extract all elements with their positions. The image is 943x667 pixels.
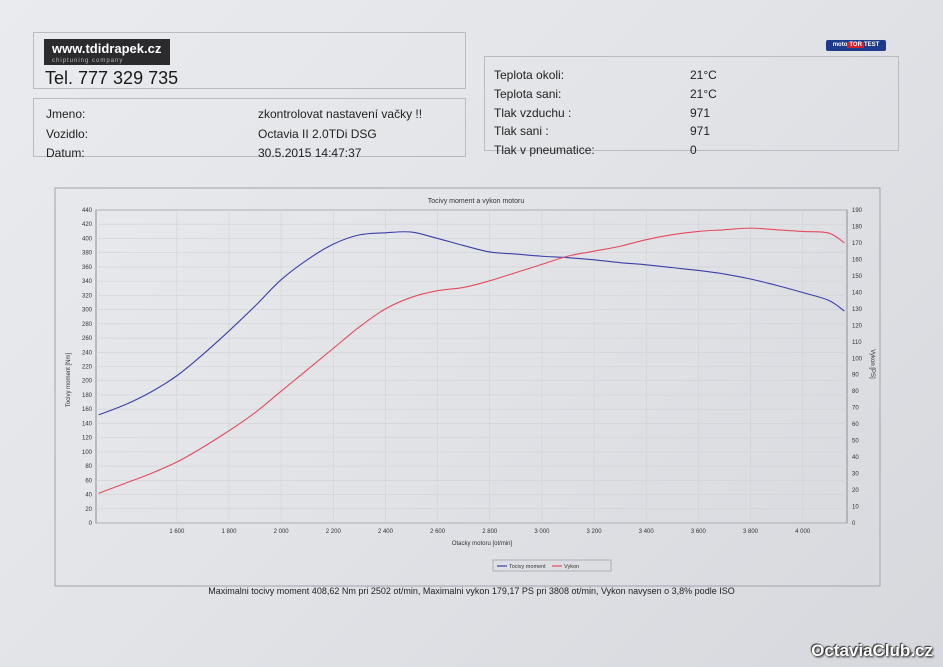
y-tick-label: 320 [82,293,93,299]
y2-tick-label: 100 [852,356,863,362]
y2-tick-label: 170 [852,241,863,247]
x-tick-label: 3 600 [691,529,707,535]
x-tick-label: 2 000 [274,529,290,535]
condition-row-value: 0 [690,143,697,158]
telephone: Tel. 777 329 735 [45,68,179,88]
y2-tick-label: 50 [852,439,859,445]
x-tick-label: 1 600 [169,529,185,535]
x-tick-label: 3 200 [587,529,603,535]
y-tick-label: 0 [89,521,93,527]
x-tick-label: 2 400 [378,529,394,535]
customer-box [33,98,466,157]
condition-row-label: Tlak vzduchu : [494,105,572,120]
x-tick-label: 4 000 [795,529,811,535]
y2-tick-label: 90 [852,373,859,379]
customer-row-label: Jmeno: [46,107,86,121]
logo-text: www.tdidrapek.cz [52,41,162,56]
y-tick-label: 400 [82,236,93,242]
customer-row-label: Vozidlo: [46,126,89,141]
y-tick-label: 140 [82,421,93,427]
chart-title: Tocivy moment a vykon motoru [428,198,525,205]
customer-row-value: Octavia II 2.0TDi DSG [258,126,377,141]
condition-row-label: Teplota sani: [494,86,562,101]
legend: Tocivy moment Vykon [497,564,579,570]
grid [96,209,847,524]
conditions-box [484,56,899,151]
y2-tick-label: 140 [852,290,863,296]
chart-frame [54,187,881,587]
y2-tick-label: 120 [852,323,863,329]
y2-tick-label: 160 [852,257,863,263]
y2-tick-label: 180 [852,224,863,230]
condition-row-label: Tlak sani : [494,124,549,139]
logo-subtext: chiptuning company [52,58,124,64]
legend-label: Tocivy moment [509,564,546,570]
y-tick-label: 80 [85,464,92,470]
y-tick-label: 240 [82,350,93,356]
series-line-power [98,227,845,494]
x-tick-label: 3 400 [639,529,655,535]
condition-row-label: Teplota okoli: [494,68,565,82]
header-box [33,32,466,89]
y-tick-label: 120 [82,436,93,442]
company-logo: www.tdidrapek.cz chiptuning company [44,39,170,65]
x-axis-ticks: 1 600 1 800 2 000 2 200 2 400 2 600 2 800 3 000… [169,529,811,535]
y-tick-label: 200 [82,379,93,385]
y2-tick-label: 150 [852,274,863,280]
y-tick-label: 300 [82,308,93,314]
y-tick-label: 40 [85,493,92,499]
y-tick-label: 420 [82,222,93,228]
y-tick-label: 260 [82,336,93,342]
right-axis-ticks: 0 10 20 30 40 50 60 70 80 90 100 110 120 130 140 150 160… [852,208,863,527]
y-tick-label: 440 [82,208,93,214]
condition-row-value: 971 [690,105,711,120]
series-line-torque [98,231,845,416]
y2-tick-label: 70 [852,406,859,412]
y2-tick-label: 190 [852,208,863,214]
y2-tick-label: 40 [852,455,859,461]
series-lines [98,227,845,494]
y2-tick-label: 0 [852,521,856,527]
y-tick-label: 160 [82,407,93,413]
left-axis-ticks: 0 20 40 60 80 100 120 140 160 180 200 220 240 260 280 3… [82,208,93,527]
y-tick-label: 340 [82,279,93,285]
y2-axis-label: Vykon [PS] [869,349,875,379]
y-tick-label: 100 [82,450,93,456]
y2-tick-label: 80 [852,389,859,395]
condition-row-value: 21°C [690,68,717,82]
customer-row-value: zkontrolovat nastavení vačky !! [258,107,423,121]
y-tick-label: 180 [82,393,93,399]
x-tick-label: 2 800 [482,529,498,535]
legend-label: Vykon [564,564,579,570]
legend-box [492,559,612,572]
summary-text: Maximalni tocivy moment 408,62 Nm pri 25… [208,586,735,596]
x-tick-label: 3 800 [743,529,759,535]
y2-tick-label: 110 [852,340,862,346]
x-tick-label: 2 200 [326,529,342,535]
y2-tick-label: 130 [852,307,863,313]
y2-tick-label: 30 [852,472,859,478]
x-tick-label: 3 000 [534,529,550,535]
y-tick-label: 220 [82,365,93,371]
y2-tick-label: 60 [852,422,859,428]
y-tick-label: 380 [82,251,93,257]
y2-tick-label: 20 [852,488,859,494]
condition-row-value: 21°C [690,86,717,101]
watermark: OctaviaClub.cz [811,641,933,660]
condition-row-label: Tlak v pneumatice: [494,143,595,158]
y-tick-label: 20 [85,507,92,513]
mototortest-badge: moto TOR TEST [826,40,886,51]
x-tick-label: 2 600 [430,529,446,535]
y-tick-label: 60 [85,478,92,484]
y-tick-label: 280 [82,322,93,328]
customer-row-label: Datum: [46,146,85,160]
x-axis-label: Otacky motoru [ot/min] [452,541,513,547]
x-tick-label: 1 800 [221,529,237,535]
y2-tick-label: 10 [852,505,859,511]
y-tick-label: 360 [82,265,93,271]
customer-row-value: 30.5.2015 14:47:37 [258,146,362,160]
condition-row-value: 971 [690,124,711,139]
y-axis-label: Tocivy moment [Nm] [66,352,72,407]
